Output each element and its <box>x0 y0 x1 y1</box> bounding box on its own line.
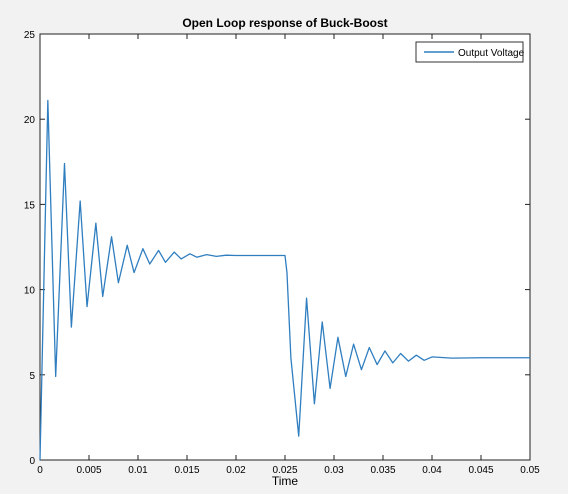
y-tick-label: 15 <box>24 200 36 211</box>
chart-title: Open Loop response of Buck-Boost <box>182 16 387 30</box>
y-tick-label: 10 <box>24 286 36 297</box>
plot-area <box>39 33 531 461</box>
x-tick-label: 0.03 <box>324 465 344 476</box>
axis-ticks: 0 0.005 0.01 0.015 0.02 0.025 0.03 0.035 0.04 0.0… <box>24 30 540 476</box>
x-tick-label: 0.05 <box>520 465 540 476</box>
y-tick-label: 25 <box>24 30 36 41</box>
x-tick-label: 0.01 <box>128 465 148 476</box>
x-tick-label: 0.005 <box>76 465 101 476</box>
legend: Output Voltage <box>415 41 525 63</box>
x-tick-label: 0.015 <box>174 465 199 476</box>
x-axis-label: Time <box>272 474 299 488</box>
x-tick-label: 0.02 <box>226 465 246 476</box>
y-tick-label: 20 <box>24 115 36 126</box>
x-tick-label: 0.04 <box>422 465 442 476</box>
y-tick-label: 5 <box>29 371 35 382</box>
x-tick-label: 0 <box>37 465 43 476</box>
legend-box <box>415 41 524 63</box>
x-tick-label: 0.045 <box>468 465 493 476</box>
series-line-output-voltage <box>39 99 530 461</box>
x-tick-label: 0.025 <box>272 465 297 476</box>
x-tick-label: 0.035 <box>370 465 395 476</box>
series-layer <box>39 99 530 461</box>
legend-label: Output Voltage <box>458 48 525 59</box>
y-tick-label: 0 <box>29 456 35 467</box>
